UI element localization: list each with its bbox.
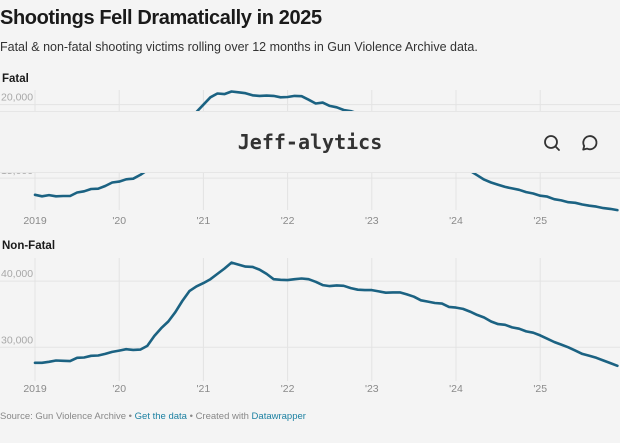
x-tick-label: '24 <box>449 215 463 227</box>
x-tick-label: 2019 <box>23 383 47 395</box>
x-tick-label: '21 <box>197 383 211 395</box>
search-icon[interactable] <box>541 132 563 154</box>
created-with-text: Created with <box>195 411 249 422</box>
x-tick-label: '22 <box>281 383 295 395</box>
y-tick-label: 20,000 <box>1 92 33 104</box>
series-line-fatal <box>33 90 619 212</box>
panel-label-non-fatal: Non-Fatal <box>2 240 56 252</box>
chart-subtitle: Fatal & non-fatal shooting victims rolli… <box>0 40 478 54</box>
x-tick-label: 2019 <box>23 215 47 227</box>
x-tick-label: '21 <box>197 215 211 227</box>
footer: Source: Gun Violence Archive • Get the d… <box>0 411 306 422</box>
x-tick-label: '20 <box>112 215 126 227</box>
datawrapper-link[interactable]: Datawrapper <box>251 411 306 422</box>
source-text: Source: Gun Violence Archive <box>0 411 127 422</box>
footer-separator: • <box>126 411 135 422</box>
comment-icon[interactable] <box>578 132 600 154</box>
x-tick-label: '22 <box>281 215 295 227</box>
x-tick-label: '25 <box>533 383 547 395</box>
x-tick-label: '23 <box>365 215 379 227</box>
panel-label-fatal: Fatal <box>2 73 29 85</box>
x-tick-label: '24 <box>449 383 463 395</box>
chart-title: Shootings Fell Dramatically in 2025 <box>0 7 322 29</box>
get-the-data-link[interactable]: Get the data <box>134 411 187 422</box>
site-header-bar: Jeff-alytics <box>0 111 620 173</box>
x-tick-label: '25 <box>533 215 547 227</box>
footer-separator: • <box>186 411 196 422</box>
series-line-non-fatal <box>33 261 619 368</box>
y-tick-label: 40,000 <box>1 268 33 280</box>
x-tick-label: '20 <box>112 383 126 395</box>
x-tick-label: '23 <box>365 383 379 395</box>
y-tick-label: 30,000 <box>1 334 33 346</box>
site-logo[interactable]: Jeff-alytics <box>237 130 383 154</box>
